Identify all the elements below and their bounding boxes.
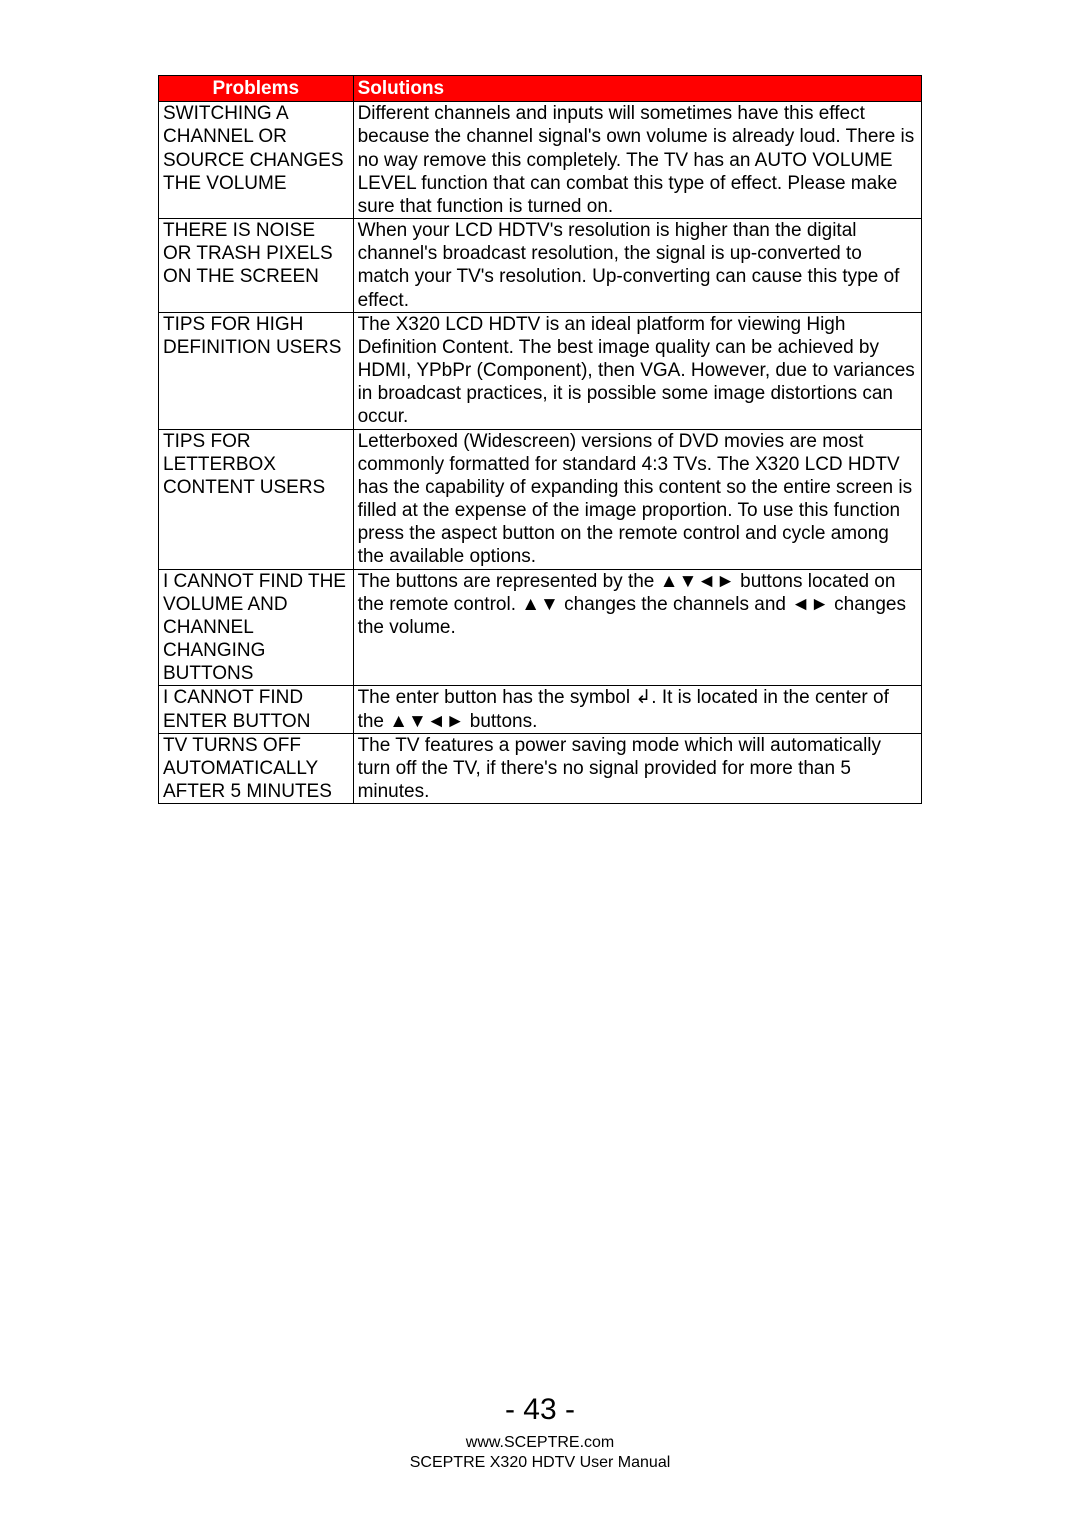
- problem-cell: I CANNOT FIND ENTER BUTTON: [159, 686, 354, 733]
- solution-cell: The buttons are represented by the ▲▼◄► …: [353, 569, 921, 686]
- header-problems: Problems: [159, 76, 354, 102]
- solution-cell: The X320 LCD HDTV is an ideal platform f…: [353, 312, 921, 429]
- table-row: SWITCHING A CHANNEL OR SOURCE CHANGES TH…: [159, 102, 922, 219]
- table-header-row: Problems Solutions: [159, 76, 922, 102]
- table-row: I CANNOT FIND ENTER BUTTON The enter but…: [159, 686, 922, 733]
- footer-link: www.SCEPTRE.com: [0, 1433, 1080, 1453]
- page-number: - 43 -: [0, 1393, 1080, 1427]
- problem-cell: SWITCHING A CHANNEL OR SOURCE CHANGES TH…: [159, 102, 354, 219]
- problem-cell: TV TURNS OFF AUTOMATICALLY AFTER 5 MINUT…: [159, 733, 354, 804]
- problem-cell: THERE IS NOISE OR TRASH PIXELS ON THE SC…: [159, 219, 354, 313]
- solution-cell: The enter button has the symbol ↲. It is…: [353, 686, 921, 733]
- troubleshooting-table: Problems Solutions SWITCHING A CHANNEL O…: [158, 75, 922, 804]
- solution-cell: When your LCD HDTV's resolution is highe…: [353, 219, 921, 313]
- table-row: THERE IS NOISE OR TRASH PIXELS ON THE SC…: [159, 219, 922, 313]
- solution-cell: The TV features a power saving mode whic…: [353, 733, 921, 804]
- table-row: TV TURNS OFF AUTOMATICALLY AFTER 5 MINUT…: [159, 733, 922, 804]
- problem-cell: TIPS FOR LETTERBOX CONTENT USERS: [159, 429, 354, 569]
- page-footer: - 43 - www.SCEPTRE.com SCEPTRE X320 HDTV…: [0, 1393, 1080, 1473]
- document-page: Problems Solutions SWITCHING A CHANNEL O…: [0, 0, 1080, 1533]
- table-row: TIPS FOR LETTERBOX CONTENT USERS Letterb…: [159, 429, 922, 569]
- table-row: I CANNOT FIND THE VOLUME AND CHANNEL CHA…: [159, 569, 922, 686]
- header-solutions: Solutions: [353, 76, 921, 102]
- solution-cell: Letterboxed (Widescreen) versions of DVD…: [353, 429, 921, 569]
- problem-cell: TIPS FOR HIGH DEFINITION USERS: [159, 312, 354, 429]
- footer-manual-title: SCEPTRE X320 HDTV User Manual: [0, 1453, 1080, 1473]
- table-row: TIPS FOR HIGH DEFINITION USERS The X320 …: [159, 312, 922, 429]
- problem-cell: I CANNOT FIND THE VOLUME AND CHANNEL CHA…: [159, 569, 354, 686]
- solution-cell: Different channels and inputs will somet…: [353, 102, 921, 219]
